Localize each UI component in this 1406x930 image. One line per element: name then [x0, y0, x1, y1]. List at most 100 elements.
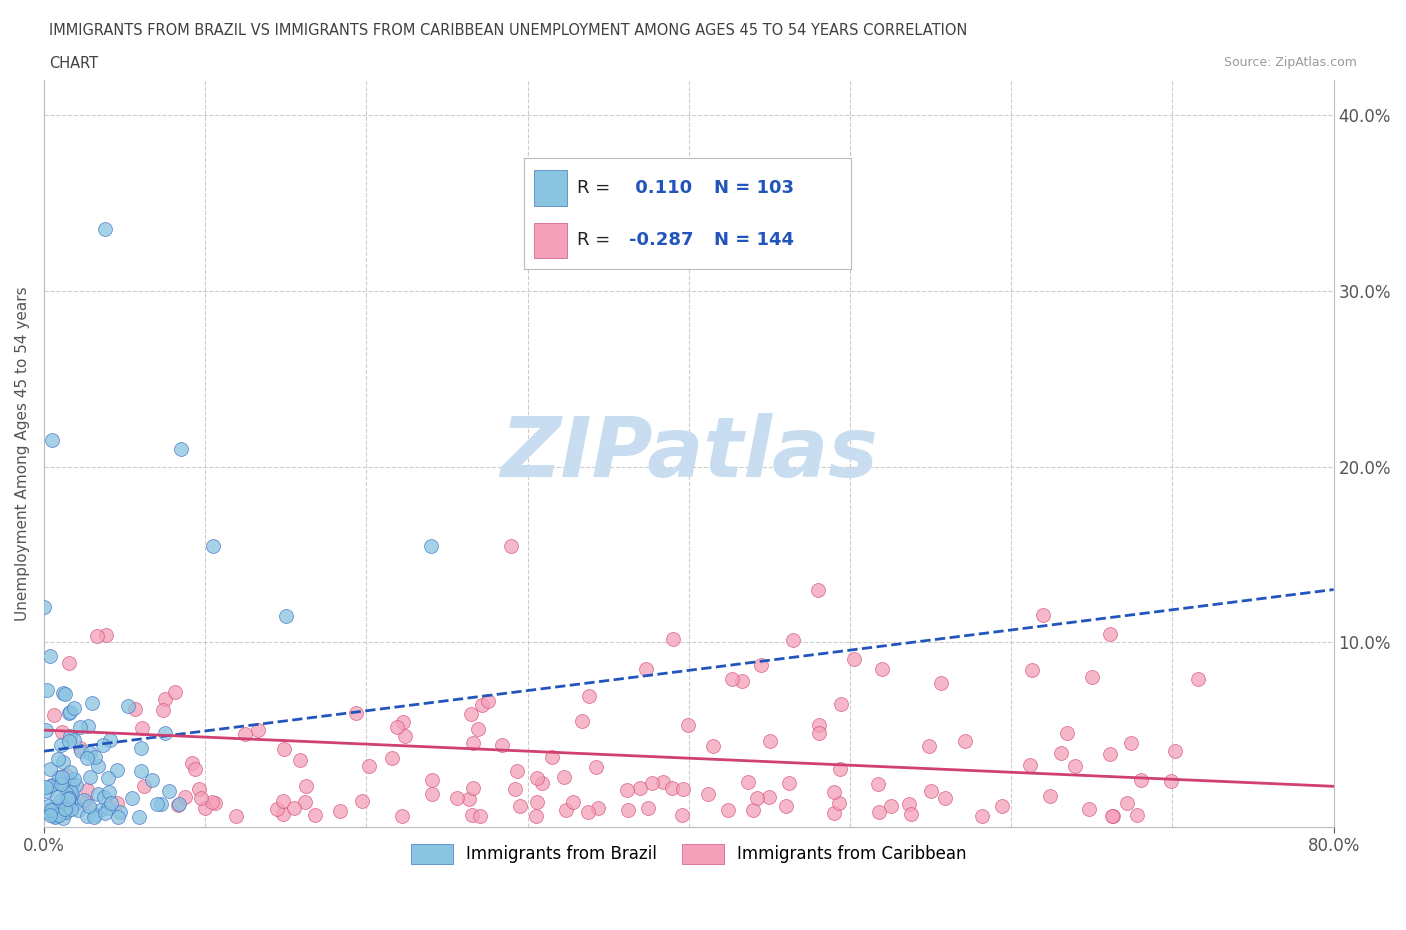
Text: R =: R =	[576, 179, 616, 197]
Point	[59, 802, 82, 817]
Point	[900, 806, 922, 821]
Text: CHART: CHART	[49, 56, 98, 71]
Point	[128, 809, 150, 824]
Point	[359, 759, 381, 774]
Point	[188, 782, 211, 797]
Point	[1130, 773, 1153, 788]
Point	[467, 722, 489, 737]
Point	[1102, 809, 1125, 824]
Point	[661, 631, 683, 646]
Point	[759, 733, 782, 748]
Point	[58, 790, 80, 805]
Point	[58, 655, 80, 670]
Point	[929, 676, 952, 691]
Point	[108, 804, 131, 819]
Point	[290, 752, 312, 767]
Text: 0.110: 0.110	[628, 179, 692, 197]
Point	[149, 796, 172, 811]
Point	[69, 741, 91, 756]
Point	[153, 691, 176, 706]
Point	[153, 725, 176, 740]
Point	[531, 776, 554, 790]
Point	[381, 751, 404, 765]
Point	[34, 803, 56, 817]
Point	[868, 805, 890, 820]
Point	[145, 796, 167, 811]
Point	[107, 795, 129, 810]
Point	[1056, 725, 1078, 740]
Point	[990, 798, 1012, 813]
Point	[56, 800, 79, 815]
Point	[58, 733, 80, 748]
Point	[420, 786, 443, 801]
Point	[346, 706, 368, 721]
Point	[41, 432, 63, 447]
Point	[42, 708, 65, 723]
Point	[782, 633, 804, 648]
Point	[174, 790, 197, 804]
Point	[62, 700, 84, 715]
Point	[247, 723, 270, 737]
Point	[616, 783, 638, 798]
Point	[58, 705, 80, 720]
Point	[741, 803, 763, 817]
Point	[1019, 758, 1042, 773]
Point	[76, 751, 98, 765]
Point	[52, 755, 75, 770]
Point	[202, 538, 225, 553]
Point	[477, 694, 499, 709]
Point	[55, 786, 77, 801]
Point	[283, 801, 305, 816]
Point	[44, 809, 66, 824]
Point	[731, 673, 754, 688]
Point	[920, 783, 942, 798]
Point	[1187, 671, 1209, 686]
Point	[702, 739, 724, 754]
Point	[828, 795, 851, 810]
Point	[503, 782, 526, 797]
Point	[35, 682, 58, 697]
Point	[45, 808, 67, 823]
Point	[167, 798, 190, 813]
Y-axis label: Unemployment Among Ages 45 to 54 years: Unemployment Among Ages 45 to 54 years	[15, 286, 30, 620]
Point	[1164, 744, 1187, 759]
Point	[553, 769, 575, 784]
Point	[671, 807, 693, 822]
Point	[59, 704, 82, 719]
Point	[329, 804, 352, 818]
Point	[830, 762, 852, 777]
Point	[526, 771, 548, 786]
Point	[94, 627, 117, 642]
Point	[586, 801, 609, 816]
Point	[460, 707, 482, 722]
Point	[628, 780, 651, 795]
Point	[842, 652, 865, 667]
Point	[46, 751, 69, 766]
Point	[48, 769, 70, 784]
Point	[79, 746, 101, 761]
Bar	[534, 222, 567, 258]
Point	[60, 787, 83, 802]
Point	[392, 714, 415, 729]
Point	[749, 658, 772, 672]
Point	[75, 794, 97, 809]
Point	[91, 738, 114, 753]
Point	[190, 790, 212, 805]
Point	[808, 725, 831, 740]
Point	[1064, 759, 1087, 774]
Point	[73, 792, 96, 807]
Point	[42, 801, 65, 816]
Point	[422, 773, 444, 788]
Point	[117, 698, 139, 713]
Point	[37, 798, 59, 813]
Point	[51, 810, 73, 825]
Point	[294, 794, 316, 809]
Point	[107, 809, 129, 824]
Point	[93, 790, 115, 804]
Point	[204, 795, 226, 810]
Point	[124, 702, 146, 717]
Point	[419, 538, 441, 553]
Point	[157, 784, 180, 799]
Point	[676, 718, 699, 733]
Point	[201, 794, 224, 809]
